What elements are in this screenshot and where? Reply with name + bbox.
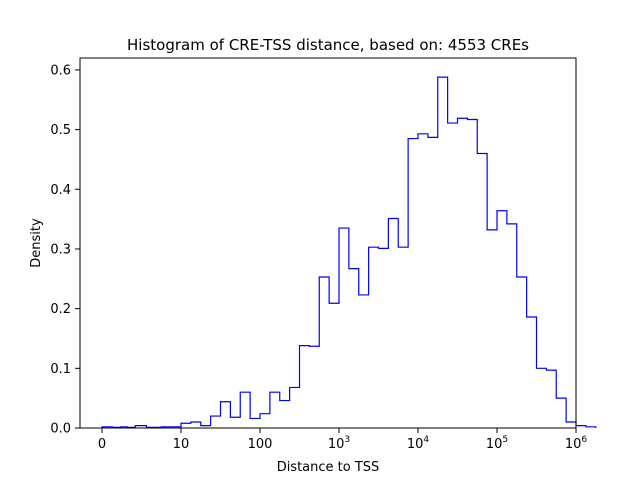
x-tick-label: 106 (565, 435, 588, 452)
y-tick-label: 0.1 (50, 362, 71, 377)
y-tick-label: 0.5 (50, 123, 71, 138)
x-tick-label: 105 (486, 435, 508, 452)
x-tick-label: 100 (248, 437, 273, 452)
plot-frame (79, 57, 577, 429)
x-axis: 0 10 100 103 104 105 106 (98, 428, 588, 452)
plot-area (101, 76, 597, 428)
x-tick-label: 10 (173, 437, 190, 452)
y-tick-label: 0.6 (50, 63, 71, 78)
y-tick-label: 0.3 (50, 242, 71, 257)
histogram-step-line (101, 76, 597, 428)
y-tick-label: 0.0 (50, 422, 71, 437)
y-axis: 0.0 0.1 0.2 0.3 0.4 0.5 0.6 (50, 63, 80, 437)
x-tick-label: 103 (328, 435, 350, 452)
x-tick-label: 0 (98, 437, 106, 452)
y-tick-label: 0.2 (50, 302, 71, 317)
y-axis-label: Density (29, 218, 44, 268)
y-tick-label: 0.4 (50, 183, 71, 198)
x-tick-label: 104 (407, 435, 430, 452)
chart-title: Histogram of CRE-TSS distance, based on:… (127, 36, 529, 54)
x-axis-label: Distance to TSS (277, 460, 380, 475)
